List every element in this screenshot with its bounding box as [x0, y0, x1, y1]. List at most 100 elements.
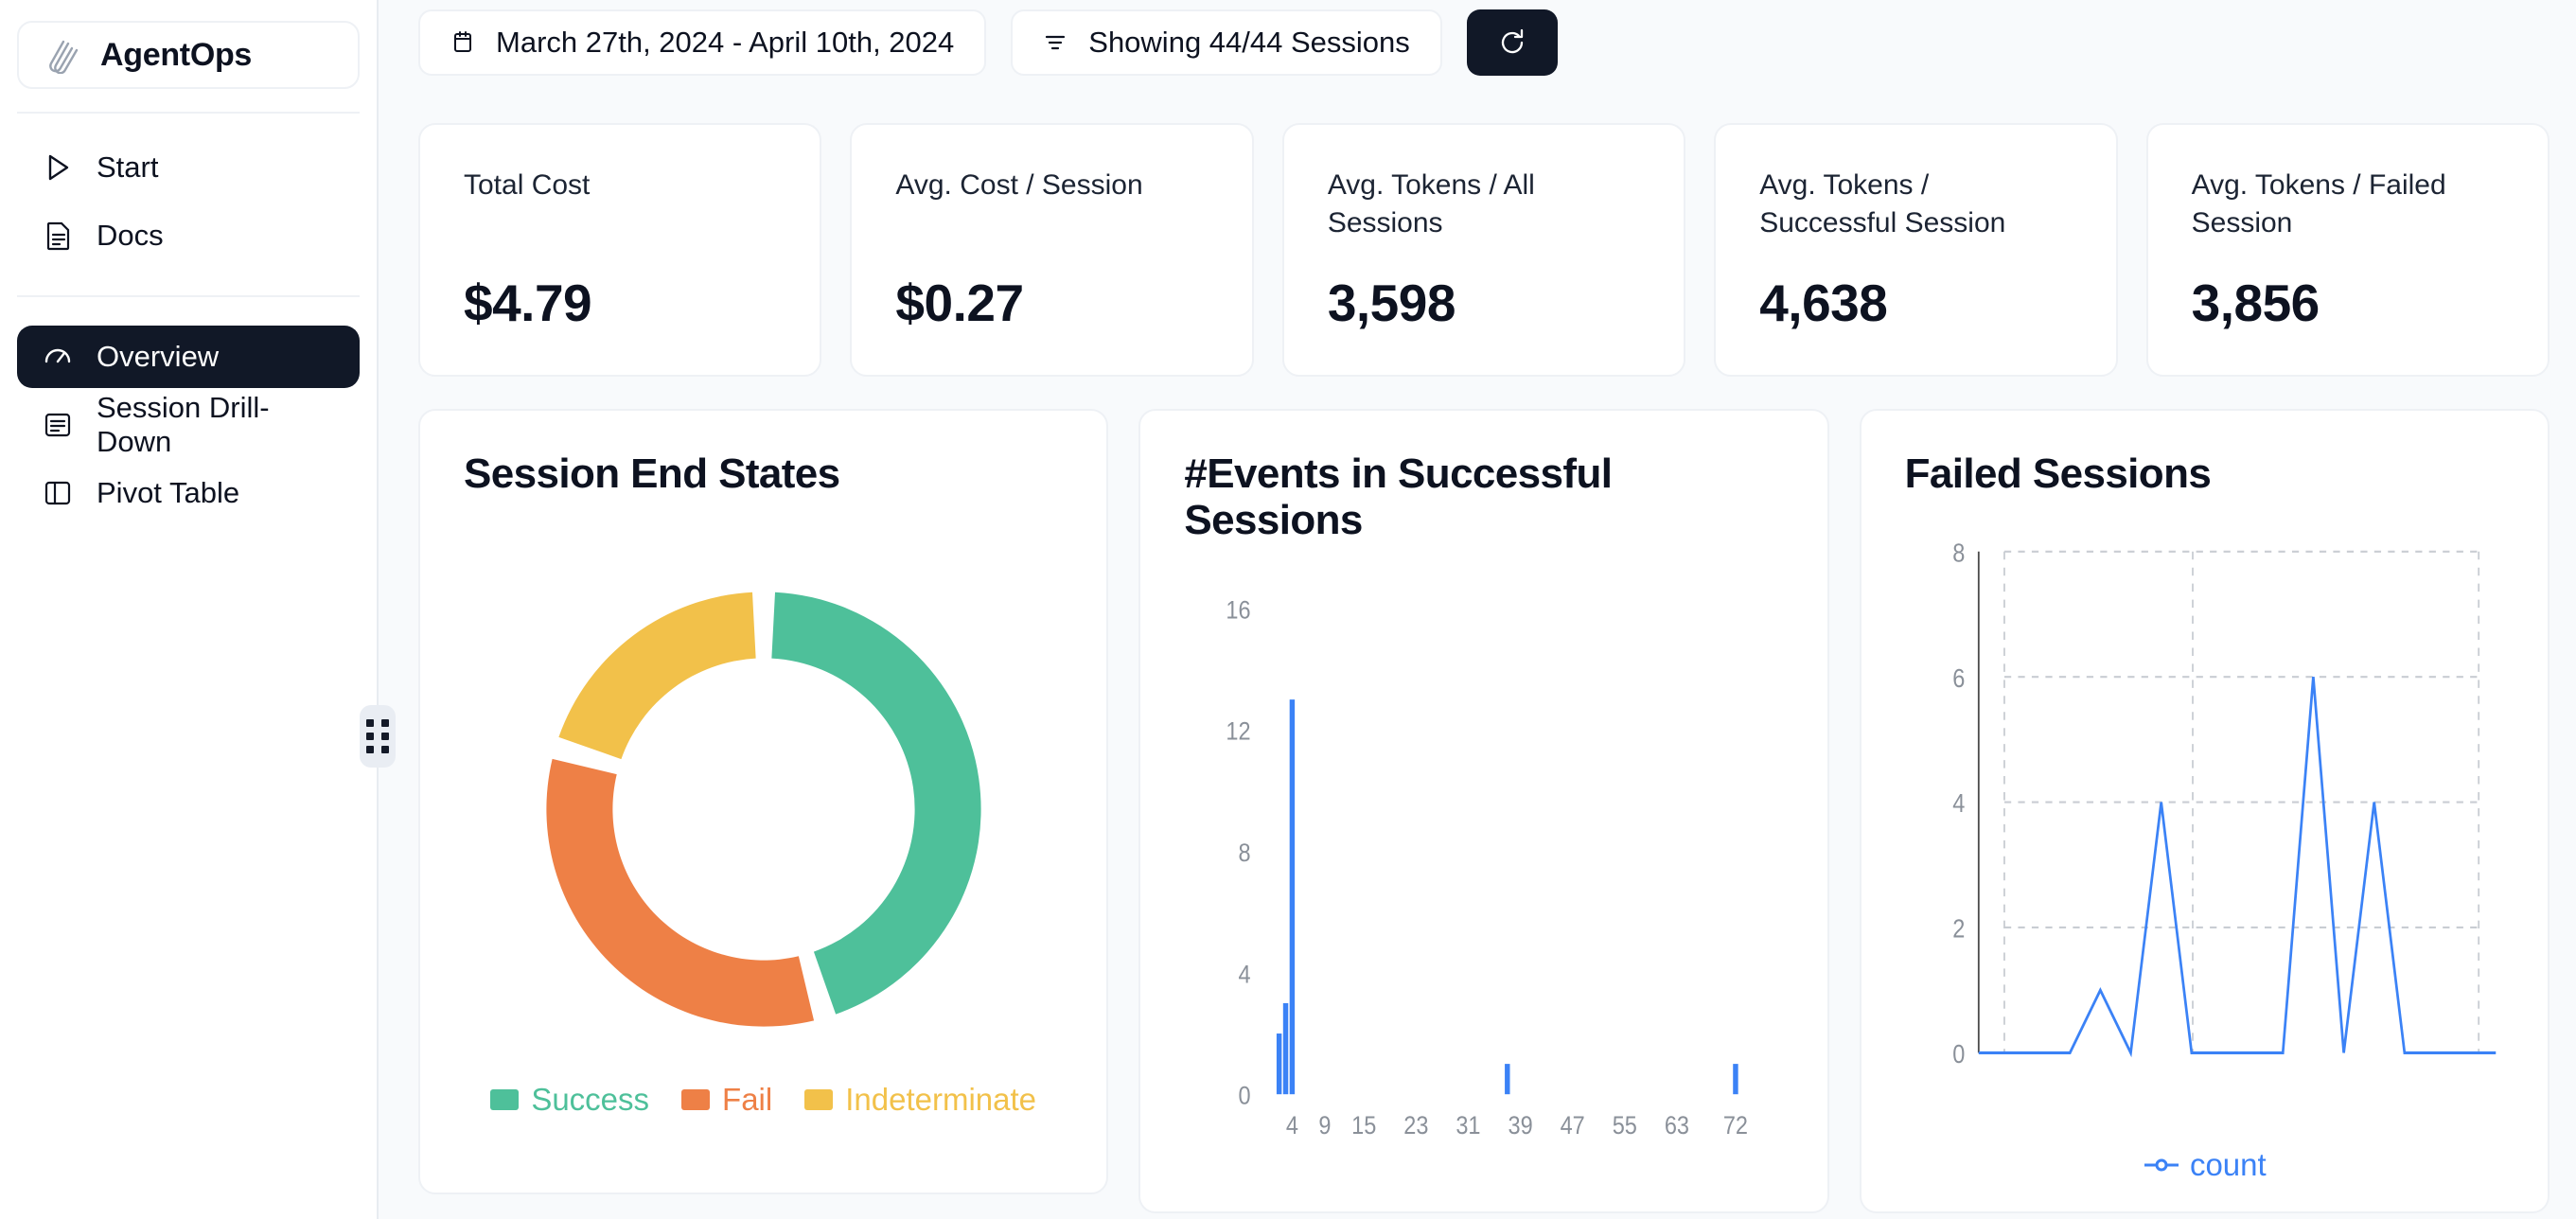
donut-slice-fail[interactable] — [546, 758, 814, 1027]
axis-tick-label: 8 — [1952, 539, 1965, 568]
chart-card-session-end-states: Session End States Success Fail — [418, 409, 1109, 1194]
bar[interactable] — [1277, 1033, 1282, 1094]
donut-chart: Success Fail Indeterminate — [464, 497, 1063, 1164]
legend-label: Fail — [722, 1081, 773, 1117]
axis-tick-label: 6 — [1952, 664, 1965, 693]
axis-tick-label: 55 — [1613, 1111, 1637, 1140]
sidebar-divider-top — [17, 112, 360, 114]
axis-tick-label: 4 — [1239, 960, 1251, 988]
stat-card-avg-cost-session: Avg. Cost / Session $0.27 — [850, 123, 1254, 377]
sidebar-nav-primary: Start Docs Over — [17, 136, 360, 524]
failed-sessions-legend[interactable]: count — [1905, 1147, 2504, 1183]
sidebar-divider-mid — [17, 295, 360, 297]
donut-slice-indeterminate[interactable] — [558, 592, 756, 759]
stat-cards-row: Total Cost $4.79 Avg. Cost / Session $0.… — [418, 123, 2550, 377]
sidebar-item-label: Docs — [97, 219, 164, 252]
sidebar-item-overview[interactable]: Overview — [17, 326, 360, 388]
line-series-count[interactable] — [1978, 677, 2496, 1058]
axis-tick-label: 63 — [1665, 1111, 1689, 1140]
axis-tick-label: 9 — [1319, 1111, 1332, 1140]
axis-tick-label: 2 — [1952, 915, 1965, 944]
stat-value: $4.79 — [464, 274, 592, 332]
stat-card-avg-tokens-successful: Avg. Tokens / Successful Session 4,638 — [1714, 123, 2118, 377]
sidebar-item-label: Session Drill-Down — [97, 391, 270, 458]
sidebar-item-pivot-table[interactable]: Pivot Table — [17, 462, 360, 524]
axis-tick-label: 23 — [1404, 1111, 1429, 1140]
sidebar-item-label: Overview — [97, 340, 220, 373]
bar[interactable] — [1283, 1002, 1289, 1094]
gauge-icon — [42, 341, 74, 373]
sessions-filter-label: Showing 44/44 Sessions — [1088, 26, 1410, 59]
brand-button[interactable]: AgentOps — [17, 21, 360, 89]
bar[interactable] — [1290, 698, 1296, 1094]
document-icon — [42, 220, 74, 252]
sessions-filter-button[interactable]: Showing 44/44 Sessions — [1011, 9, 1442, 76]
failed-sessions-svg: 0 2 4 6 8 — [1952, 539, 2496, 1069]
donut-svg — [546, 592, 981, 1027]
brand-name: AgentOps — [100, 36, 253, 73]
axis-tick-label: 16 — [1226, 595, 1251, 624]
sidebar-item-start[interactable]: Start — [17, 136, 360, 199]
stat-value: 4,638 — [1759, 274, 1888, 332]
sidebar: AgentOps Start Docs — [0, 0, 396, 1219]
legend-swatch-success — [490, 1088, 520, 1110]
chart-cards-row: Session End States Success Fail — [418, 409, 2550, 1213]
donut-slice-success[interactable] — [771, 592, 981, 1015]
chart-card-events-successful-sessions: #Events in Successful Sessions 0 4 8 12 16 4 9… — [1138, 409, 1829, 1213]
axis-tick-label: 47 — [1561, 1111, 1585, 1140]
sidebar-item-label: Pivot Table — [97, 476, 240, 509]
stat-label: Avg. Tokens / Failed Session — [2191, 169, 2446, 238]
toolbar: March 27th, 2024 - April 10th, 2024 Show… — [418, 0, 2550, 85]
chart-card-failed-sessions: Failed Sessions 0 2 4 6 8 count — [1859, 409, 2550, 1213]
refresh-icon — [1496, 26, 1528, 59]
stat-card-avg-tokens-failed: Avg. Tokens / Failed Session 3,856 — [2145, 123, 2550, 377]
events-bar-chart: 0 4 8 12 16 4 9 15 23 31 39 47 55 63 72 — [1184, 569, 1783, 1183]
sidebar-item-label: Start — [97, 150, 159, 184]
stat-value: 3,598 — [1327, 274, 1456, 332]
stat-label: Avg. Tokens / All Sessions — [1327, 169, 1535, 238]
legend-swatch-fail — [681, 1088, 711, 1110]
sidebar-item-docs[interactable]: Docs — [17, 204, 360, 267]
play-icon — [42, 151, 74, 184]
legend-label: count — [2189, 1147, 2267, 1182]
chart-title: Session End States — [464, 450, 840, 497]
grip-dots-icon — [366, 719, 389, 753]
filter-icon — [1043, 30, 1067, 55]
list-panel-icon — [42, 409, 74, 441]
sidebar-resize-handle[interactable] — [360, 705, 396, 768]
bar[interactable] — [1505, 1063, 1510, 1094]
chart-title: #Events in Successful Sessions — [1184, 450, 1613, 544]
axis-tick-label: 72 — [1723, 1111, 1748, 1140]
legend-label: Indeterminate — [845, 1081, 1037, 1117]
bar[interactable] — [1733, 1063, 1738, 1094]
date-range-label: March 27th, 2024 - April 10th, 2024 — [496, 26, 955, 59]
axis-tick-label: 15 — [1351, 1111, 1376, 1140]
legend-item-success[interactable]: Success — [490, 1082, 649, 1118]
axis-tick-label: 0 — [1239, 1082, 1251, 1110]
stat-card-total-cost: Total Cost $4.79 — [418, 123, 822, 377]
axis-tick-label: 39 — [1509, 1111, 1533, 1140]
stat-label: Avg. Cost / Session — [895, 169, 1143, 201]
columns-icon — [42, 477, 74, 509]
axis-tick-label: 4 — [1286, 1111, 1298, 1140]
stat-card-avg-tokens-all: Avg. Tokens / All Sessions 3,598 — [1281, 123, 1686, 377]
axis-tick-label: 12 — [1226, 717, 1251, 746]
donut-legend: Success Fail Indeterminate — [490, 1082, 1036, 1118]
refresh-button[interactable] — [1466, 9, 1558, 76]
stat-value: $0.27 — [895, 274, 1024, 332]
legend-label: Success — [531, 1081, 650, 1117]
axis-tick-label: 31 — [1456, 1111, 1481, 1140]
calendar-icon — [450, 30, 475, 55]
failed-sessions-line-chart: 0 2 4 6 8 — [1905, 521, 2504, 1143]
date-range-picker[interactable]: March 27th, 2024 - April 10th, 2024 — [418, 9, 987, 76]
stat-label: Total Cost — [464, 169, 591, 201]
stat-label: Avg. Tokens / Successful Session — [1759, 169, 2006, 238]
stat-value: 3,856 — [2191, 274, 2320, 332]
axis-tick-label: 4 — [1952, 790, 1965, 819]
legend-item-indeterminate[interactable]: Indeterminate — [804, 1082, 1036, 1118]
legend-item-fail[interactable]: Fail — [681, 1082, 772, 1118]
sidebar-item-session-drill-down[interactable]: Session Drill-Down — [17, 391, 360, 458]
axis-tick-label: 0 — [1952, 1041, 1965, 1069]
